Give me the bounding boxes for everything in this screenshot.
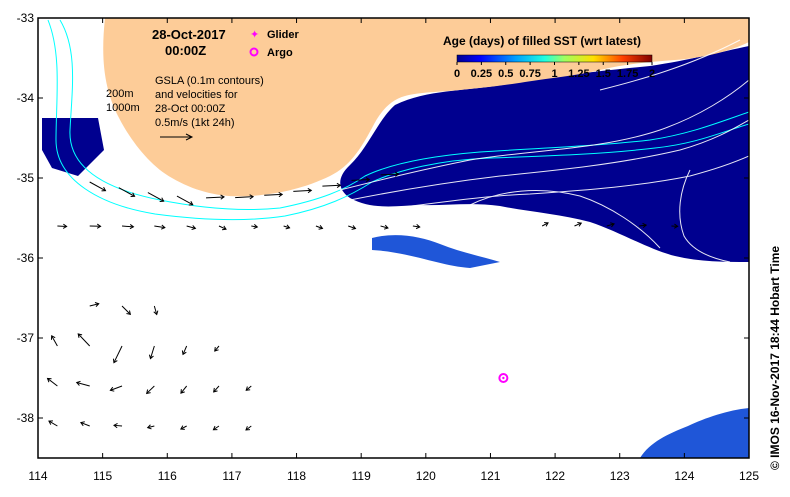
y-tick-label: -34 — [17, 91, 35, 105]
x-tick-label: 117 — [222, 469, 241, 483]
credit-text: © IMOS 16-Nov-2017 18:44 Hobart Time — [768, 246, 782, 470]
y-tick-label: -33 — [17, 11, 35, 25]
gsla-line-3: 28-Oct 00:00Z — [155, 103, 226, 115]
colorbar-tick-label: 1.5 — [596, 68, 611, 80]
glider-legend-label: Glider — [267, 29, 300, 41]
glider-icon: ✦ — [250, 29, 259, 41]
time-label: 00:00Z — [165, 43, 206, 58]
y-tick-label: -38 — [17, 411, 35, 425]
colorbar-title: Age (days) of filled SST (wrt latest) — [443, 34, 641, 48]
colorbar-tick-label: 0.25 — [471, 68, 492, 80]
gsla-line-2: and velocities for — [155, 89, 238, 101]
x-tick-label: 121 — [480, 469, 500, 483]
x-tick-label: 122 — [545, 469, 565, 483]
x-tick-label: 116 — [158, 469, 177, 483]
colorbar-tick-label: 1 — [551, 68, 557, 80]
depth-label-1000m: 1000m — [106, 102, 140, 114]
colorbar-tick-label: 1.25 — [568, 68, 589, 80]
x-tick-label: 124 — [674, 469, 694, 483]
x-tick-label: 115 — [93, 469, 112, 483]
y-tick-label: -35 — [17, 171, 35, 185]
x-tick-label: 125 — [739, 469, 759, 483]
depth-label-200m: 200m — [106, 88, 134, 100]
x-tick-label: 114 — [28, 469, 47, 483]
gsla-line-1: GSLA (0.1m contours) — [155, 75, 264, 87]
y-tick-label: -37 — [17, 331, 35, 345]
gsla-line-4: 0.5m/s (1kt 24h) — [155, 117, 234, 129]
x-tick-label: 119 — [352, 469, 371, 483]
colorbar-tick-label: 1.75 — [617, 68, 638, 80]
x-tick-label: 118 — [287, 469, 306, 483]
colorbar-tick-label: 0.5 — [498, 68, 513, 80]
x-tick-label: 120 — [416, 469, 436, 483]
y-tick-label: -36 — [17, 251, 35, 265]
colorbar-tick-label: 0 — [454, 68, 460, 80]
x-tick-label: 123 — [610, 469, 630, 483]
argo-legend-label: Argo — [267, 47, 293, 59]
date-label: 28-Oct-2017 — [152, 27, 226, 42]
colorbar-tick-label: 0.75 — [519, 68, 540, 80]
colorbar-tick-label: 2 — [649, 68, 655, 80]
colorbar — [457, 55, 652, 62]
